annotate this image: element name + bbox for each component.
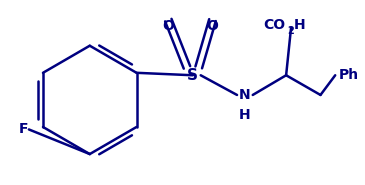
Text: CO: CO bbox=[264, 18, 286, 32]
Text: S: S bbox=[187, 68, 198, 83]
Text: H: H bbox=[239, 108, 251, 122]
Text: 2: 2 bbox=[287, 26, 294, 36]
Text: N: N bbox=[239, 88, 251, 102]
Text: F: F bbox=[19, 122, 28, 136]
Text: O: O bbox=[162, 19, 174, 33]
Text: H: H bbox=[294, 18, 306, 32]
Text: O: O bbox=[207, 19, 218, 33]
Text: Ph: Ph bbox=[339, 68, 359, 82]
